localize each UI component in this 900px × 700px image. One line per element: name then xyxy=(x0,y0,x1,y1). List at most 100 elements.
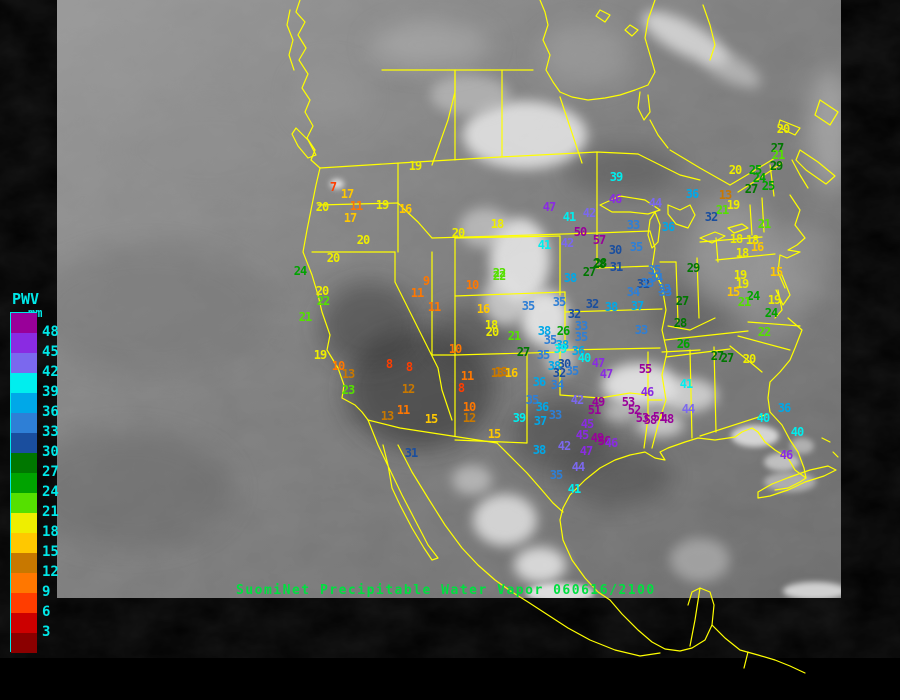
station-value: 15 xyxy=(487,427,501,441)
satellite-image-layer xyxy=(57,0,841,598)
station-value: 22 xyxy=(492,269,506,283)
legend-label: 3 xyxy=(42,624,51,640)
legend-swatch xyxy=(11,493,37,513)
station-value: 19 xyxy=(733,268,747,282)
station-value: 38 xyxy=(563,271,577,285)
station-value: 27 xyxy=(720,351,734,365)
station-value: 13 xyxy=(341,367,355,381)
station-value: 23 xyxy=(341,383,355,397)
station-value: 21 xyxy=(757,217,771,231)
station-value: 19 xyxy=(375,198,389,212)
station-value: 15 xyxy=(424,412,438,426)
legend-label: 9 xyxy=(42,584,51,600)
legend-swatch xyxy=(11,373,37,393)
station-value: 40 xyxy=(790,425,804,439)
station-value: 20 xyxy=(776,122,790,136)
station-value: 36 xyxy=(571,344,585,358)
station-value: 22 xyxy=(492,266,506,280)
legend-label: 33 xyxy=(42,424,59,440)
station-value: 45 xyxy=(580,417,594,431)
station-value: 18 xyxy=(745,233,759,247)
station-value: 41 xyxy=(679,377,693,391)
legend-swatch xyxy=(11,453,37,473)
legend-label: 21 xyxy=(42,504,59,520)
station-value: 42 xyxy=(582,206,596,220)
station-value: 29 xyxy=(686,261,700,275)
station-value: 46 xyxy=(608,192,622,206)
station-value: 33 xyxy=(548,408,562,422)
station-value: 7 xyxy=(329,180,337,194)
station-value: 21 xyxy=(771,148,785,162)
station-value: 53 xyxy=(635,411,649,425)
station-value: 47 xyxy=(542,200,556,214)
map-outlines-layer xyxy=(286,0,839,674)
station-value: 26 xyxy=(556,324,570,338)
station-value: 10 xyxy=(465,278,479,292)
station-value: 11 xyxy=(396,403,410,417)
station-value: 13 xyxy=(490,366,504,380)
station-value: 19 xyxy=(726,198,740,212)
station-value: 42 xyxy=(557,439,571,453)
station-value: 38 xyxy=(537,324,551,338)
station-value: 28 xyxy=(673,316,687,330)
station-value: 49 xyxy=(591,395,605,409)
legend-label: 6 xyxy=(42,604,51,620)
station-value: 28 xyxy=(593,256,607,270)
station-value: 31 xyxy=(609,260,623,274)
station-value: 18 xyxy=(484,318,498,332)
station-value: 52 xyxy=(627,403,641,417)
legend-swatch xyxy=(11,593,37,613)
station-value: 40 xyxy=(756,411,770,425)
station-value: 8 xyxy=(405,360,413,374)
station-value: 33 xyxy=(574,319,588,333)
station-value: 18 xyxy=(490,217,504,231)
station-value: 12 xyxy=(401,382,415,396)
station-value: 45 xyxy=(575,428,589,442)
station-value: 27 xyxy=(516,345,530,359)
station-value: 18 xyxy=(729,232,743,246)
station-value: 32 xyxy=(636,277,650,291)
station-value: 35 xyxy=(521,299,535,313)
station-value: 40 xyxy=(577,351,591,365)
station-value: 58 xyxy=(643,413,657,427)
station-value: 53 xyxy=(621,395,635,409)
station-value: 32 xyxy=(567,307,581,321)
station-value: 42 xyxy=(560,236,574,250)
station-value: 32 xyxy=(552,366,566,380)
station-value: 21 xyxy=(507,329,521,343)
station-value: 24 xyxy=(764,306,778,320)
station-value: 33 xyxy=(657,282,671,296)
station-value: 15 xyxy=(769,265,783,279)
legend-swatch xyxy=(11,613,37,633)
station-value: 21 xyxy=(737,295,751,309)
station-value: 19 xyxy=(735,277,749,291)
station-value: 44 xyxy=(681,402,695,416)
legend-swatch xyxy=(11,473,37,493)
legend-label: 18 xyxy=(42,524,59,540)
station-value: 20 xyxy=(728,163,742,177)
legend-label: 48 xyxy=(42,324,59,340)
station-value: 13 xyxy=(494,365,508,379)
station-value: 11 xyxy=(427,300,441,314)
station-value: 35 xyxy=(525,393,539,407)
legend-swatch xyxy=(11,393,37,413)
station-value: 44 xyxy=(571,460,585,474)
station-value: 39 xyxy=(553,342,567,356)
station-value: 39 xyxy=(609,170,623,184)
station-value: 24 xyxy=(752,171,766,185)
station-value: 38 xyxy=(532,443,546,457)
station-value: 27 xyxy=(744,182,758,196)
legend-swatch xyxy=(11,313,37,333)
station-value: 17 xyxy=(340,187,354,201)
station-value: 42 xyxy=(570,393,584,407)
station-value: 20 xyxy=(451,226,465,240)
legend-swatch xyxy=(11,333,37,353)
station-value: 26 xyxy=(676,337,690,351)
station-value: 33 xyxy=(634,323,648,337)
station-value: 51 xyxy=(587,403,601,417)
station-value: 19 xyxy=(767,293,781,307)
station-value: 20 xyxy=(485,325,499,339)
legend-swatch xyxy=(11,413,37,433)
station-value: 35 xyxy=(543,333,557,347)
